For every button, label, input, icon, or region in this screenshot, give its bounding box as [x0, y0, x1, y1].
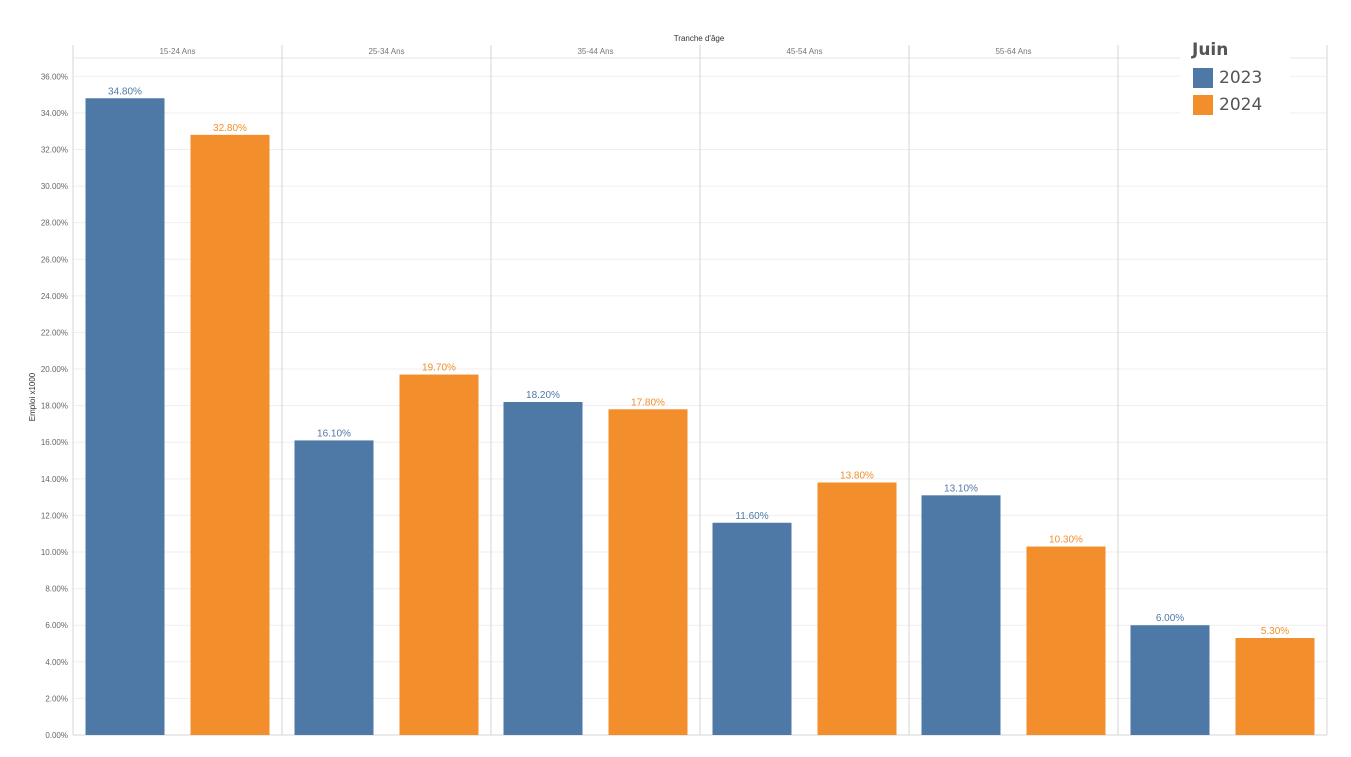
y-tick-label: 26.00%	[41, 255, 68, 264]
column-header-label: 15-24 Ans	[159, 47, 195, 56]
column-header-title: Tranche d'âge	[674, 34, 725, 43]
data-label: 17.80%	[631, 397, 665, 408]
data-label: 32.80%	[213, 123, 247, 134]
y-tick-label: 32.00%	[41, 145, 68, 154]
y-tick-label: 0.00%	[45, 731, 68, 740]
bar-2023[interactable]	[712, 522, 792, 735]
column-header-label: 55-64 Ans	[995, 47, 1031, 56]
bar-2024[interactable]	[190, 134, 270, 736]
bar-2024[interactable]	[399, 374, 479, 735]
bar-2024[interactable]	[1026, 546, 1106, 735]
y-tick-label: 22.00%	[41, 328, 68, 337]
legend-swatch-2023	[1193, 67, 1213, 88]
data-label: 10.30%	[1049, 535, 1083, 546]
y-tick-label: 20.00%	[41, 365, 68, 374]
column-header-label: 45-54 Ans	[786, 47, 822, 56]
legend-label-2023: 2023	[1219, 67, 1263, 88]
data-label: 13.10%	[944, 483, 978, 494]
column-headers: 15-24 Ans 25-34 Ans 35-44 Ans 45-54 Ans 55-6…	[159, 47, 1031, 56]
data-label: 18.20%	[526, 390, 560, 401]
data-label: 13.80%	[840, 470, 874, 481]
y-tick-label: 28.00%	[41, 219, 68, 228]
legend-item-2024[interactable]: 2024	[1193, 91, 1290, 118]
bar-2023[interactable]	[921, 495, 1001, 735]
y-tick-label: 4.00%	[45, 658, 68, 667]
bar-2023[interactable]	[294, 440, 374, 735]
y-axis-ticks: 0.00% 2.00% 4.00% 6.00% 8.00% 10.00% 12.00% 14.…	[41, 72, 68, 740]
bars	[85, 98, 1315, 736]
column-header-label: 25-34 Ans	[368, 47, 404, 56]
y-tick-label: 18.00%	[41, 402, 68, 411]
y-tick-label: 30.00%	[41, 182, 68, 191]
legend-title: Juin	[1192, 40, 1229, 60]
y-axis-title: Emploi x1000	[28, 372, 37, 421]
column-header-label: 35-44 Ans	[577, 47, 613, 56]
bar-2024[interactable]	[608, 409, 688, 735]
y-tick-label: 2.00%	[45, 694, 68, 703]
y-tick-label: 6.00%	[45, 621, 68, 630]
chart-frame	[72, 45, 1328, 736]
bar-2024[interactable]	[817, 482, 897, 735]
bar-2024[interactable]	[1235, 638, 1315, 735]
data-label: 5.30%	[1261, 626, 1289, 637]
legend: Juin 2023 2024	[1180, 40, 1290, 118]
y-tick-label: 12.00%	[41, 511, 68, 520]
y-tick-label: 14.00%	[41, 475, 68, 484]
data-label: 19.70%	[422, 363, 456, 374]
y-tick-label: 16.00%	[41, 438, 68, 447]
y-tick-label: 10.00%	[41, 548, 68, 557]
data-label: 34.80%	[108, 86, 142, 97]
legend-item-2023[interactable]: 2023	[1193, 64, 1290, 91]
data-label: 16.10%	[317, 428, 351, 439]
bar-2023[interactable]	[1130, 625, 1210, 735]
bar-2023[interactable]	[85, 98, 165, 736]
y-tick-label: 36.00%	[41, 72, 68, 81]
data-label: 6.00%	[1156, 613, 1184, 624]
data-labels: 34.80% 32.80% 16.10% 19.70% 18.20% 17.80% 11.6…	[108, 86, 1289, 637]
y-tick-label: 34.00%	[41, 109, 68, 118]
data-label: 11.60%	[735, 511, 768, 522]
bar-2023[interactable]	[503, 401, 583, 735]
y-tick-label: 8.00%	[45, 585, 68, 594]
y-tick-label: 24.00%	[41, 292, 68, 301]
legend-swatch-2024	[1193, 94, 1213, 115]
legend-label-2024: 2024	[1219, 94, 1263, 115]
